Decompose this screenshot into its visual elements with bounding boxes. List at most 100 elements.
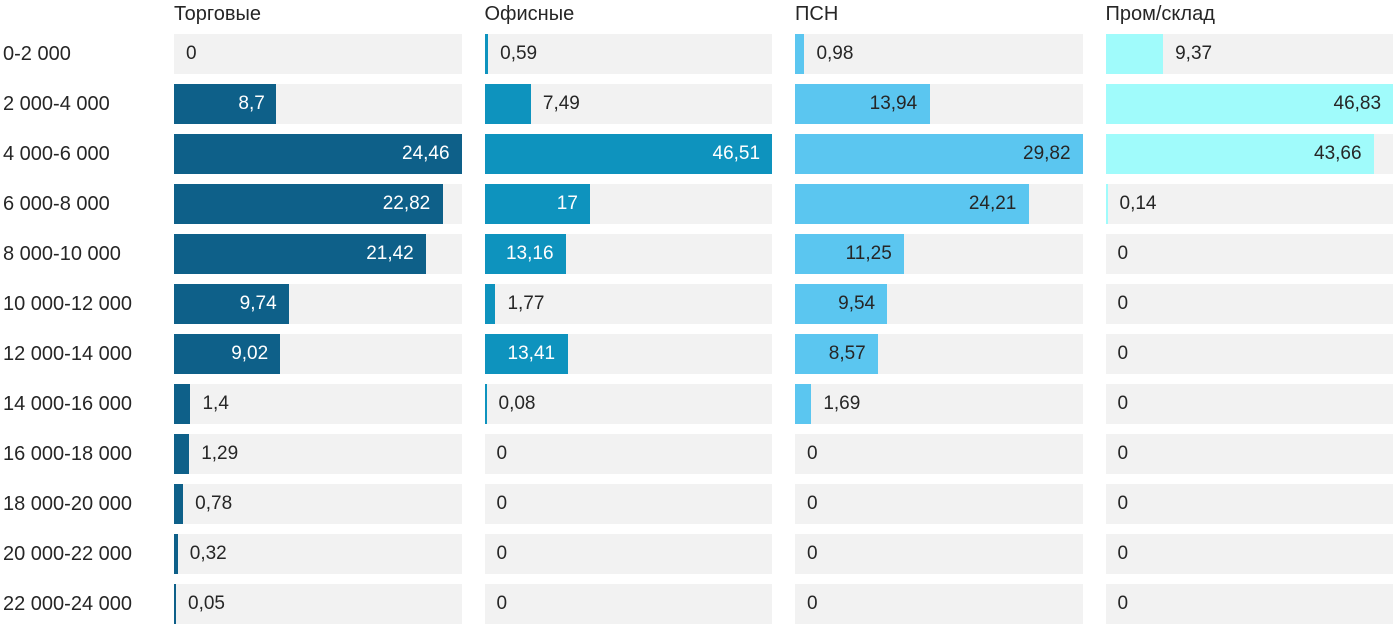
bar-track: 0 bbox=[484, 484, 772, 524]
bar bbox=[484, 384, 487, 424]
bar-track: 11,25 bbox=[795, 234, 1083, 274]
bar-track: 0 bbox=[795, 584, 1083, 624]
bar-track: 0 bbox=[1105, 484, 1393, 524]
bar bbox=[484, 134, 772, 174]
bar-value-label: 43,66 bbox=[1314, 143, 1362, 164]
bar-value-label: 0 bbox=[186, 43, 197, 64]
bar-track: 29,82 bbox=[795, 134, 1083, 174]
bar-value-label: 1,69 bbox=[823, 393, 861, 414]
bar-value-label: 1,4 bbox=[202, 393, 229, 414]
row-label: 12 000-14 000 bbox=[3, 342, 133, 365]
bar-value-label: 9,02 bbox=[231, 343, 269, 364]
bar-track: 13,16 bbox=[484, 234, 772, 274]
bar-value-label: 0 bbox=[1117, 593, 1129, 614]
bar-value-label: 0 bbox=[1117, 443, 1129, 464]
chart-row: 10 000-12 000 9,74 1,77 9,54 0 bbox=[3, 284, 1393, 324]
row-label: 0-2 000 bbox=[3, 42, 71, 65]
bar-track: 0,78 bbox=[174, 484, 462, 524]
bar-track: 1,69 bbox=[795, 384, 1083, 424]
bar-value-label: 0 bbox=[1117, 293, 1129, 314]
row-label: 6 000-8 000 bbox=[3, 192, 110, 215]
bar-track: 21,42 bbox=[174, 234, 462, 274]
bar-value-label: 0 bbox=[1117, 393, 1129, 414]
bar bbox=[484, 334, 568, 374]
bar-track: 0 bbox=[1105, 284, 1393, 324]
bar-value-label: 0 bbox=[807, 543, 818, 564]
bar bbox=[174, 234, 427, 274]
bar bbox=[174, 584, 176, 624]
bar bbox=[174, 484, 184, 524]
bar bbox=[484, 284, 496, 324]
bar-track: 0,32 bbox=[174, 534, 462, 574]
bar bbox=[795, 234, 904, 274]
bar-value-label: 0 bbox=[1117, 243, 1129, 264]
bar-track: 9,37 bbox=[1105, 34, 1393, 74]
row-label: 14 000-16 000 bbox=[3, 392, 133, 415]
bar bbox=[795, 384, 812, 424]
bar-value-label: 1,77 bbox=[507, 293, 545, 314]
chart-row: 12 000-14 000 9,02 13,41 8,57 0 bbox=[3, 334, 1393, 374]
bar-track: 17 bbox=[484, 184, 772, 224]
bar bbox=[795, 34, 805, 74]
bar-value-label: 9,74 bbox=[239, 293, 277, 314]
bar bbox=[795, 284, 888, 324]
bar-track: 7,49 bbox=[484, 84, 772, 124]
row-label: 2 000-4 000 bbox=[3, 92, 110, 115]
bar-value-label: 0 bbox=[807, 443, 818, 464]
bar bbox=[1105, 84, 1393, 124]
bar-value-label: 46,83 bbox=[1333, 93, 1382, 114]
bar-value-label: 13,41 bbox=[507, 343, 556, 364]
bar-value-label: 7,49 bbox=[542, 93, 580, 114]
chart-row: 0-2 000 0 0,59 0,98 9,37 bbox=[3, 34, 1393, 74]
bar bbox=[795, 134, 1083, 174]
bar-track: 0,98 bbox=[795, 34, 1083, 74]
bar-track: 0 bbox=[795, 534, 1083, 574]
bar bbox=[174, 284, 289, 324]
bar-value-label: 9,54 bbox=[838, 293, 876, 314]
row-label: 10 000-12 000 bbox=[3, 292, 133, 315]
bar bbox=[174, 384, 191, 424]
bar-value-label: 21,42 bbox=[366, 243, 414, 264]
bar bbox=[484, 184, 590, 224]
bar bbox=[174, 534, 178, 574]
bar-value-label: 0 bbox=[1117, 543, 1129, 564]
bar-value-label: 1,29 bbox=[201, 443, 239, 464]
bar-track: 46,51 bbox=[484, 134, 772, 174]
bar-track: 9,02 bbox=[174, 334, 462, 374]
bar-value-label: 0,14 bbox=[1119, 193, 1157, 214]
bar-track: 0 bbox=[795, 484, 1083, 524]
bar-track: 0 bbox=[484, 584, 772, 624]
bar-track: 0 bbox=[484, 534, 772, 574]
bar bbox=[174, 184, 443, 224]
bar-track: 9,54 bbox=[795, 284, 1083, 324]
bar-track: 1,29 bbox=[174, 434, 462, 474]
bar-value-label: 29,82 bbox=[1023, 143, 1071, 164]
chart-row: 22 000-24 000 0,05 0 0 0 bbox=[3, 584, 1393, 624]
bar bbox=[174, 334, 281, 374]
bar-value-label: 0,78 bbox=[195, 493, 233, 514]
bar-track: 0,14 bbox=[1105, 184, 1393, 224]
bar-track: 0 bbox=[1105, 334, 1393, 374]
bar-value-label: 46,51 bbox=[712, 143, 761, 164]
bar-value-label: 24,46 bbox=[402, 143, 450, 164]
bar-track: 24,21 bbox=[795, 184, 1083, 224]
bar-value-label: 8,57 bbox=[828, 343, 866, 364]
bar bbox=[795, 84, 930, 124]
bar-track: 9,74 bbox=[174, 284, 462, 324]
row-label: 20 000-22 000 bbox=[3, 542, 133, 565]
bar bbox=[795, 184, 1029, 224]
bar-value-label: 0,05 bbox=[188, 593, 225, 614]
bar bbox=[174, 434, 190, 474]
bar-track: 0 bbox=[1105, 584, 1393, 624]
bar-track: 8,57 bbox=[795, 334, 1083, 374]
bar-track: 0 bbox=[795, 434, 1083, 474]
column-headers-row: Торговые Офисные ПСН Пром/склад bbox=[3, 0, 1393, 34]
bar bbox=[1105, 134, 1374, 174]
bar-track: 0,08 bbox=[484, 384, 772, 424]
bar bbox=[484, 34, 489, 74]
bar-value-label: 24,21 bbox=[968, 193, 1017, 214]
bar-track: 13,41 bbox=[484, 334, 772, 374]
bar-value-label: 0,98 bbox=[816, 43, 854, 64]
chart-row: 6 000-8 000 22,82 17 24,21 0,14 bbox=[3, 184, 1393, 224]
bar-track: 24,46 bbox=[174, 134, 462, 174]
